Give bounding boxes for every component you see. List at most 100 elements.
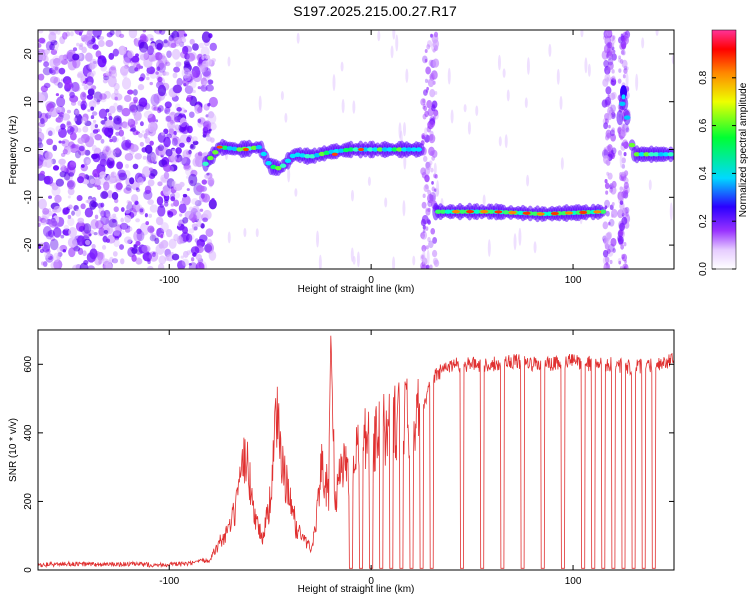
spectrogram-noise-blob: [85, 52, 93, 62]
spectrogram-noise-blob: [59, 166, 65, 171]
spectrogram-noise-blob: [77, 217, 85, 224]
spectrogram-noise-blob: [142, 166, 151, 178]
signal-core: [459, 209, 466, 214]
spectrogram-noise-blob: [118, 127, 123, 130]
spectrogram-noise-blob: [188, 70, 197, 80]
spectrogram-faint-blob: [227, 56, 231, 67]
spectrogram-noise-blob: [108, 150, 116, 161]
spectrogram-noise-blob: [185, 233, 193, 243]
spectrogram-faint-blob: [405, 68, 409, 83]
spectrogram-streak-blob: [608, 124, 611, 129]
spectrogram-noise-blob: [117, 169, 126, 178]
spectrogram-noise-blob: [157, 62, 166, 73]
spectrogram-noise-blob: [144, 144, 153, 154]
spectrogram-streak-blob: [622, 74, 626, 79]
spectrogram-streak-blob: [623, 170, 629, 177]
spectrogram-noise-blob: [138, 76, 145, 82]
spectrogram-noise-blob: [202, 60, 209, 68]
spectrogram-streak-blob: [625, 66, 629, 71]
spectrogram-noise-blob: [110, 171, 117, 179]
spectrogram-streak-blob: [607, 61, 614, 70]
spectrogram-noise-blob: [147, 259, 151, 265]
spectrogram-noise-blob: [89, 62, 96, 70]
spectrogram-noise-blob: [58, 127, 67, 139]
spectrogram-noise-blob: [103, 229, 109, 234]
spectrogram-noise-blob: [154, 237, 160, 245]
spectrogram-noise-blob: [45, 41, 53, 51]
spectrogram-noise-blob: [164, 71, 170, 76]
spectrogram-noise-blob: [76, 42, 80, 47]
signal-core: [279, 163, 287, 168]
signal-core: [633, 152, 641, 157]
spectrogram-noise-blob: [201, 55, 205, 60]
spectrogram-noise-blob: [61, 139, 70, 147]
spectrogram-noise-blob: [123, 57, 131, 66]
spectrogram-noise-blob: [135, 53, 139, 58]
spectrogram-noise-blob: [38, 30, 44, 34]
spectrogram-faint-blob: [296, 32, 300, 44]
spectrogram-faint-blob: [475, 105, 479, 117]
spectrogram-streak-blob: [425, 264, 430, 269]
spectrogram-streak-blob: [612, 248, 616, 253]
spectrogram-streak-blob: [619, 59, 624, 64]
spectrogram-streak-blob: [427, 207, 431, 213]
spectrogram-faint-blob: [280, 91, 284, 101]
spectrogram-faint-blob: [332, 74, 336, 91]
spectrogram-noise-blob: [144, 213, 148, 218]
spectrogram-noise-blob: [180, 122, 190, 135]
spectrogram-noise-blob: [179, 213, 183, 217]
spectrogram-streak-blob: [429, 264, 433, 269]
spectrogram-noise-blob: [188, 111, 195, 118]
spectrogram-noise-blob: [191, 65, 201, 78]
spectrogram-noise-blob: [154, 39, 164, 50]
signal-core: [275, 165, 282, 171]
spectrogram-noise-blob: [114, 235, 118, 239]
spectrogram-noise-blob: [150, 153, 158, 163]
spectrogram-y-tick-label: 20: [23, 48, 34, 60]
spectrogram-streak-blob: [611, 38, 616, 44]
spectrogram-noise-blob: [145, 34, 154, 41]
signal-core: [546, 211, 553, 216]
spectrogram-noise-blob: [125, 163, 130, 169]
spectrogram-noise-blob: [191, 223, 198, 229]
signal-core: [255, 145, 263, 150]
spectrogram-streak-blob: [606, 112, 613, 121]
spectrogram-noise-blob: [111, 135, 117, 143]
spectrogram-noise-blob: [108, 115, 113, 121]
spectrogram-noise-blob: [119, 244, 125, 250]
spectrogram-noise-blob: [184, 74, 191, 82]
spectrogram-noise-blob: [91, 144, 97, 152]
spectrogram-noise-blob: [68, 226, 78, 238]
spectrogram-noise-blob: [171, 180, 177, 188]
spectrogram-noise-blob: [96, 185, 102, 190]
spectrogram-noise-blob: [74, 144, 80, 149]
spectrogram-faint-blob: [402, 200, 406, 217]
spectrogram-noise-blob: [112, 213, 117, 218]
spectrogram-noise-blob: [188, 262, 198, 269]
spectrogram-noise-blob: [58, 140, 62, 144]
spectrogram-noise-blob: [174, 124, 180, 130]
spectrogram-noise-blob: [88, 233, 92, 237]
spectrogram-streak-blob: [621, 59, 628, 69]
spectrogram-noise-blob: [184, 210, 194, 220]
spectrogram-noise-blob: [129, 177, 135, 185]
spectrogram-noise-blob: [123, 236, 132, 244]
spectrogram-noise-blob: [111, 191, 119, 200]
spectrogram-noise-blob: [102, 78, 109, 84]
signal-core: [376, 147, 384, 152]
spectrogram-faint-blob: [341, 98, 345, 114]
spectrogram-streak-blob: [432, 39, 440, 49]
spectrogram-noise-blob: [183, 74, 188, 81]
spectrogram-streak-blob: [430, 167, 434, 173]
signal-core: [362, 147, 369, 152]
spectrogram-streak-blob: [623, 181, 629, 190]
spectrogram-noise-blob: [108, 52, 115, 60]
spectrogram-noise-blob: [50, 237, 54, 241]
spectrogram-noise-blob: [194, 200, 202, 207]
spectrogram-noise-blob: [135, 187, 141, 193]
spectrogram-noise-blob: [86, 158, 91, 165]
signal-hotspot: [579, 210, 588, 215]
spectrogram-noise-blob: [164, 59, 169, 65]
spectrogram-noise-blob: [56, 246, 62, 253]
